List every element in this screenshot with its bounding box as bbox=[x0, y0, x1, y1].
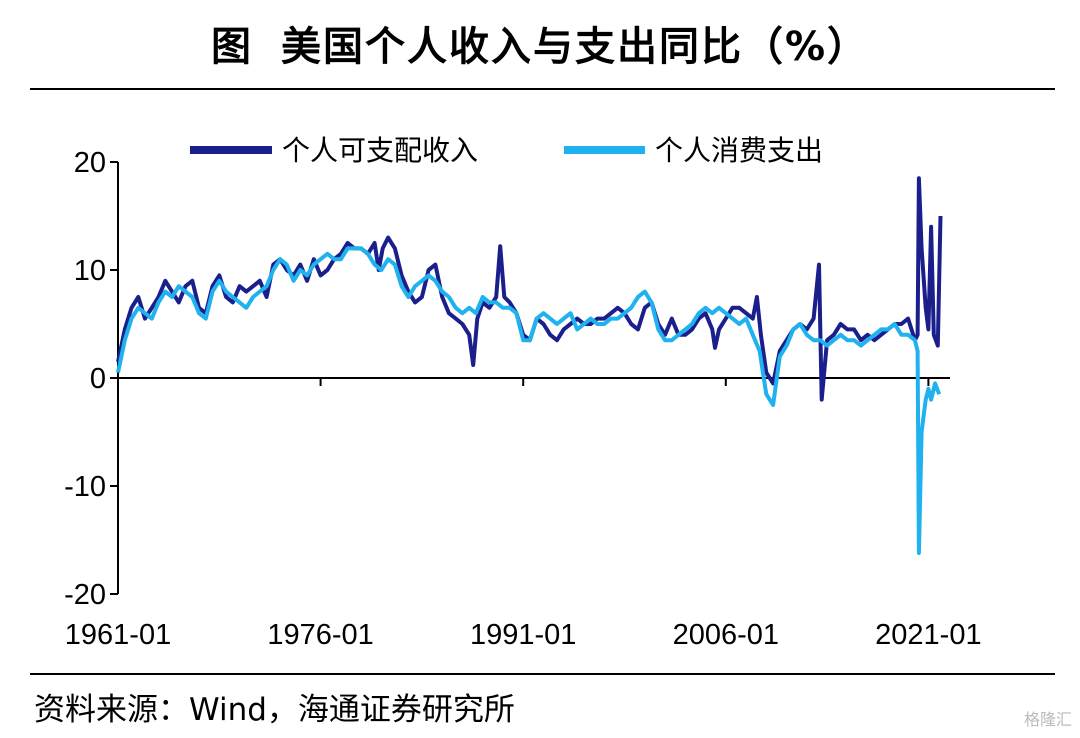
series-line-income bbox=[116, 176, 943, 402]
line-chart: 20 10 0 -10 -20 1961-01 1976-01 1991-01 2006-01… bbox=[64, 134, 982, 651]
x-tick-label: 2006-01 bbox=[673, 619, 779, 651]
legend: 个人可支配收入 个人消费支出 bbox=[190, 134, 823, 167]
x-tick-label: 1961-01 bbox=[65, 619, 171, 651]
top-rule bbox=[30, 88, 1055, 90]
watermark: 格隆汇 bbox=[1023, 710, 1072, 729]
x-tick-label: 1991-01 bbox=[470, 619, 576, 651]
y-tick-label: 10 bbox=[74, 255, 106, 287]
source-note: 资料来源：Wind，海通证券研究所 bbox=[34, 692, 515, 728]
y-tick-label: -20 bbox=[64, 579, 106, 611]
title-text: 美国个人收入与支出同比（%） bbox=[280, 24, 870, 70]
chart-title: 图 美国个人收入与支出同比（%） bbox=[0, 0, 1080, 86]
legend-label-spending: 个人消费支出 bbox=[655, 134, 823, 167]
bottom-rule bbox=[30, 673, 1055, 675]
series-line-spending bbox=[116, 246, 942, 555]
y-tick-label: -10 bbox=[64, 471, 106, 503]
y-tick-label: 0 bbox=[90, 363, 106, 395]
y-tick-label: 20 bbox=[74, 147, 106, 179]
y-ticks: 20 10 0 -10 -20 bbox=[64, 147, 118, 611]
x-tick-label: 2021-01 bbox=[875, 619, 981, 651]
x-tick-label: 1976-01 bbox=[267, 619, 373, 651]
series-layer bbox=[116, 176, 943, 555]
legend-label-income: 个人可支配收入 bbox=[282, 134, 478, 167]
title-label: 图 bbox=[210, 24, 253, 70]
x-axis: 1961-01 1976-01 1991-01 2006-01 2021-01 bbox=[65, 377, 982, 651]
